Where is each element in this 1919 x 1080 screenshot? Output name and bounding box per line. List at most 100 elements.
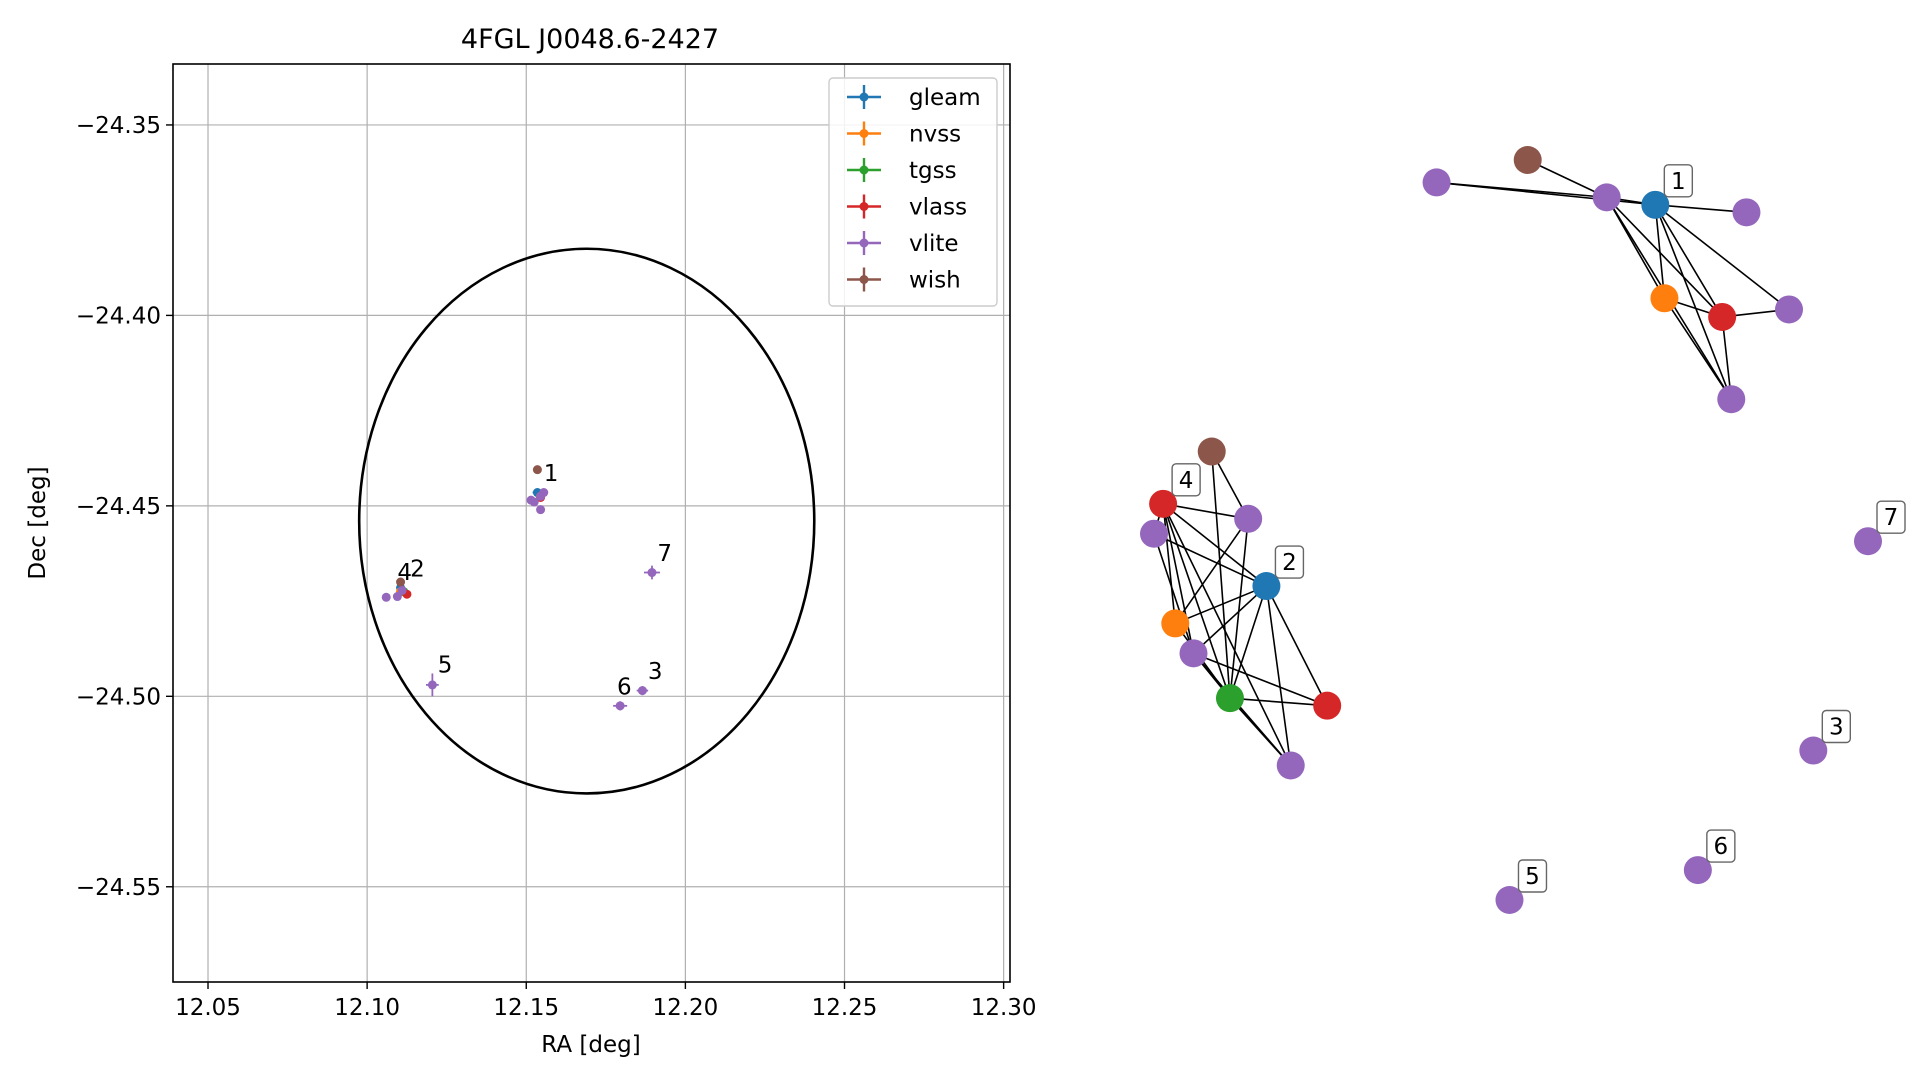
legend-swatch-marker [859, 238, 869, 248]
vlite-marker [381, 592, 391, 602]
x-tick-label: 12.05 [175, 995, 241, 1021]
y-axis-label: Dec [deg] [25, 466, 51, 579]
network-node [1234, 504, 1263, 533]
node-label-2: 2 [1274, 545, 1305, 579]
node-label-7: 7 [1876, 500, 1906, 534]
vlite-point [539, 488, 549, 498]
node-label-text: 2 [1282, 550, 1297, 576]
point-annotations: 1 2 3 4 5 6 7 [397, 461, 672, 700]
network-edge [1265, 585, 1328, 707]
vlite-point [381, 592, 391, 602]
network-node [1513, 146, 1542, 174]
network-edge [1162, 503, 1195, 654]
vlite-marker [615, 701, 625, 711]
node-label-box [1171, 463, 1201, 497]
network-edge [1229, 585, 1268, 699]
legend-swatch-marker [859, 165, 869, 175]
vlite-point [613, 701, 628, 711]
data-points [381, 465, 660, 711]
node-label-5: 5 [1517, 859, 1548, 893]
network-node [1592, 183, 1621, 212]
y-tick-label: −24.40 [76, 303, 161, 329]
vlite-marker [536, 505, 546, 515]
x-tick-label: 12.20 [652, 995, 718, 1021]
legend-label: nvss [909, 122, 961, 148]
node-label-1: 1 [1663, 164, 1694, 198]
vlite-marker [539, 488, 549, 498]
node-label-box [1274, 545, 1305, 579]
network-node [1252, 572, 1281, 601]
axis-ticks: 12.05 12.10 12.15 12.20 12.25 12.30 −24.35 −24.… [76, 113, 1037, 1021]
network-edge [1162, 503, 1177, 624]
node-label-text: 7 [1884, 505, 1899, 531]
wish-marker [396, 577, 406, 587]
network-edge [1162, 503, 1249, 520]
vlite-marker [647, 568, 657, 578]
legend-swatch-marker [859, 275, 869, 284]
vlite-marker [427, 680, 437, 690]
vlite-point [397, 585, 407, 595]
node-label-box [1517, 859, 1548, 893]
wish-point [396, 577, 406, 587]
node-label-text: 4 [1179, 468, 1194, 494]
network-nodes [1140, 146, 1882, 914]
network-edge [1162, 503, 1231, 699]
legend-label: vlite [909, 231, 959, 257]
network-node [1650, 284, 1679, 313]
network-node [1641, 190, 1670, 219]
node-label-text: 6 [1714, 834, 1729, 860]
network-node [1149, 489, 1178, 518]
network-node [1197, 437, 1226, 466]
legend-label: tgss [909, 158, 957, 184]
network-panel: 1 4 2 7 3 6 5 [1140, 146, 1906, 914]
node-label-4: 4 [1171, 463, 1201, 497]
network-node [1732, 198, 1761, 227]
network-edge [1153, 533, 1195, 654]
vlite-point [536, 505, 546, 515]
scatter-panel: 4FGL J0048.6-2427 1 2 3 4 5 6 7 12.05 12.10 12.1… [25, 24, 1037, 1058]
network-edge [1606, 196, 1723, 318]
node-label-6: 6 [1706, 829, 1736, 863]
x-tick-label: 12.30 [971, 995, 1037, 1021]
node-label-box [1663, 164, 1694, 198]
legend-entry-gleam: gleam [847, 85, 981, 111]
network-edge [1210, 451, 1231, 699]
network-edge [1162, 503, 1267, 587]
network-edge [1527, 159, 1608, 199]
vlite-point [636, 686, 649, 696]
network-edge [1654, 204, 1723, 318]
network-node [1276, 751, 1305, 780]
y-tick-label: −24.35 [76, 113, 161, 139]
network-edge [1174, 585, 1267, 625]
network-edge [1265, 585, 1292, 766]
annotation-label: 2 [410, 556, 425, 582]
network-node [1140, 519, 1168, 548]
legend-entry-vlass: vlass [847, 194, 967, 221]
legend-items: gleam nvss tgss vlass vlite wish [847, 85, 981, 294]
network-node [1313, 691, 1342, 720]
network-edge [1654, 204, 1790, 311]
network-edge [1192, 585, 1267, 654]
y-tick-label: −24.50 [76, 684, 161, 710]
x-axis-label: RA [deg] [541, 1032, 640, 1058]
vlite-marker [637, 686, 647, 696]
vlite-marker [397, 585, 407, 595]
legend-swatch-marker [859, 129, 869, 138]
legend-box [828, 77, 998, 307]
annotation-label: 1 [544, 461, 559, 487]
vlite-point [644, 565, 660, 580]
y-tick-label: −24.45 [76, 494, 161, 520]
node-label-text: 5 [1525, 864, 1540, 890]
legend: gleam nvss tgss vlass vlite wish [828, 77, 998, 307]
network-node [1422, 168, 1451, 197]
legend-entry-nvss: nvss [847, 121, 961, 148]
annotation-label: 4 [397, 560, 412, 586]
network-node [1799, 736, 1828, 765]
search-circle [357, 247, 816, 795]
network-edge [1654, 204, 1733, 400]
network-node [1775, 295, 1804, 324]
network-node [1161, 609, 1190, 638]
x-tick-label: 12.25 [812, 995, 878, 1021]
legend-label: vlass [909, 195, 967, 221]
node-label-text: 1 [1671, 169, 1686, 195]
